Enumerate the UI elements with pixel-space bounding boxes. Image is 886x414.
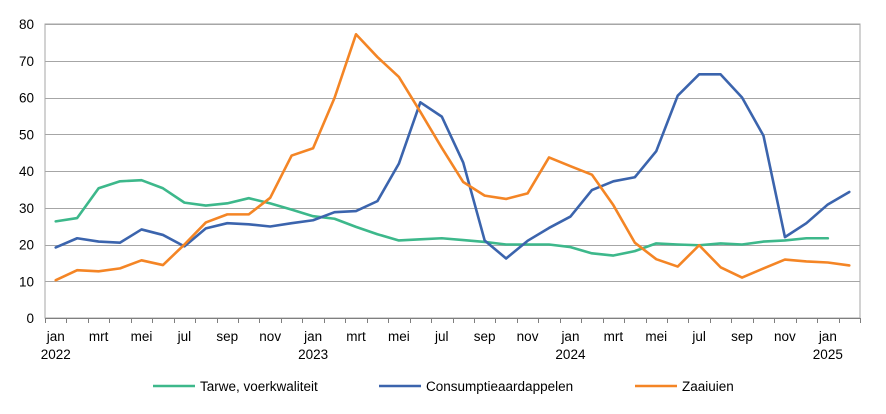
x-tick-label-jul-30: jul (691, 329, 706, 344)
series-line-tarwe-voerkwaliteit (54, 178, 830, 257)
x-tick-label-mrt-14: mrt (346, 329, 366, 344)
x-tick-label-nov-34: nov (774, 329, 796, 344)
x-year-label-2022: 2022 (41, 347, 71, 362)
x-year-label-2024: 2024 (555, 347, 586, 362)
x-tick-label-jul-18: jul (434, 329, 449, 344)
y-tick-label-70: 70 (19, 54, 34, 69)
x-tick-label-jan-24: jan (560, 329, 579, 344)
x-tick-label-sep-20: sep (474, 329, 496, 344)
y-tick-label-80: 80 (19, 17, 34, 32)
gridlines (44, 23, 861, 319)
x-tick-label-nov-22: nov (517, 329, 539, 344)
y-tick-label-40: 40 (19, 164, 34, 179)
legend-label-tarwe-voerkwaliteit: Tarwe, voerkwaliteit (200, 379, 318, 394)
x-tick-label-jan-36: jan (818, 329, 837, 344)
x-tick-label-mei-4: mei (131, 329, 153, 344)
y-tick-label-0: 0 (26, 311, 34, 326)
y-tick-label-20: 20 (19, 238, 34, 253)
y-axis-tick-labels: 0 10 20 30 40 50 60 70 80 (19, 17, 34, 326)
x-axis-tick-labels: jan 2022 mrt mei jul sep nov jan 2023 mrt mei jul se… (41, 329, 843, 362)
legend: Tarwe, voerkwaliteit Consumptieaardappele… (153, 379, 734, 394)
legend-label-consumptieaardappelen: Consumptieaardappelen (426, 379, 573, 394)
x-axis (45, 318, 861, 323)
legend-label-zaaiuien: Zaaiuien (682, 379, 734, 394)
x-tick-label-jul-6: jul (177, 329, 192, 344)
x-tick-label-sep-32: sep (731, 329, 753, 344)
x-tick-label-mei-28: mei (645, 329, 667, 344)
x-tick-label-sep-8: sep (216, 329, 238, 344)
y-tick-label-60: 60 (19, 91, 34, 106)
series-lines (54, 32, 851, 282)
x-year-label-2023: 2023 (298, 347, 328, 362)
y-tick-label-30: 30 (19, 201, 34, 216)
x-tick-label-mrt-2: mrt (89, 329, 109, 344)
series-line-zaaiuien (54, 32, 851, 282)
x-year-label-2025: 2025 (813, 347, 843, 362)
series-line-consumptieaardappelen (54, 73, 851, 260)
y-tick-label-50: 50 (19, 127, 34, 142)
x-tick-label-nov-10: nov (259, 329, 281, 344)
y-tick-label-10: 10 (19, 274, 34, 289)
x-tick-label-mei-16: mei (388, 329, 410, 344)
x-tick-label-mrt-26: mrt (604, 329, 624, 344)
x-tick-label-jan-12: jan (303, 329, 322, 344)
x-tick-label-jan-0: jan (46, 329, 65, 344)
